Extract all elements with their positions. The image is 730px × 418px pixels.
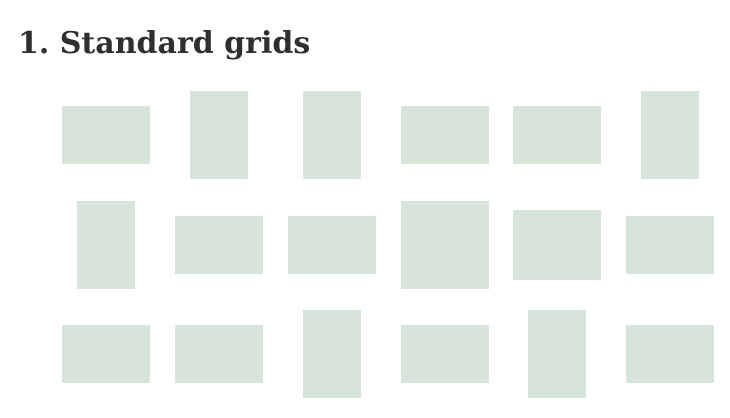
grid-tile-landscape [175, 216, 263, 274]
grid-tile-landscape [626, 216, 714, 274]
grid-tile-portrait [528, 310, 586, 398]
grid-tile-landscape [401, 106, 489, 164]
grid-tile-landscape [62, 106, 150, 164]
grid-tile-landscape [288, 216, 376, 274]
grid-tile-landscape [62, 325, 150, 383]
grid-tile-landscape [626, 325, 714, 383]
grid-tile-portrait [303, 91, 361, 179]
grid-tile-landscape [175, 325, 263, 383]
grid-tile-square [401, 201, 489, 289]
grid-tile-landscape [513, 106, 601, 164]
grid-tile-landscape [401, 325, 489, 383]
grid-tile-portrait [190, 91, 248, 179]
grid-tile-portrait [641, 91, 699, 179]
grid-tile-portrait [303, 310, 361, 398]
grid-tile-landscape [513, 210, 601, 280]
grid-tile-portrait [77, 201, 135, 289]
page-title: 1. Standard grids [18, 26, 311, 61]
